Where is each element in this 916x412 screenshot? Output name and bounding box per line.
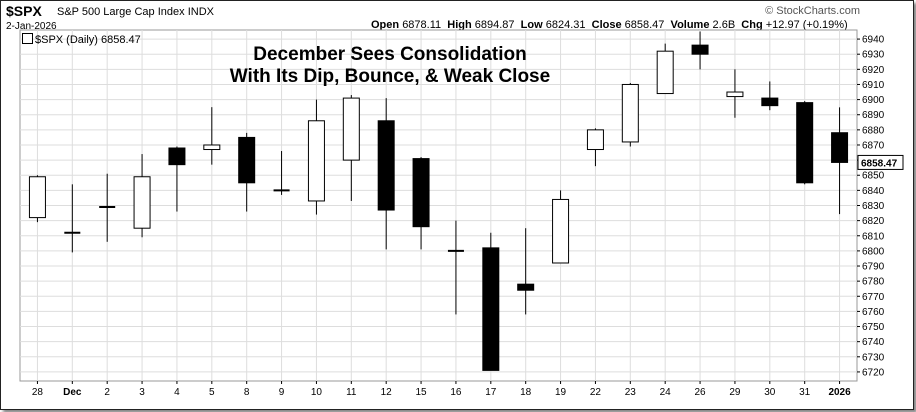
- volume-label: Volume: [670, 19, 710, 31]
- index-name: S&P 500 Large Cap Index INDX: [57, 6, 214, 18]
- y-tick-label: 6880: [862, 125, 885, 136]
- y-tick-label: 6750: [862, 322, 885, 333]
- x-tick-label: 2: [104, 387, 110, 398]
- x-tick-label: 5: [209, 387, 215, 398]
- candle-up: [307, 120, 325, 202]
- ohlc-readout: Open 6878.11 High 6894.87 Low 6824.31 Cl…: [371, 19, 848, 31]
- high-value: 6894.87: [474, 19, 515, 31]
- y-tick-label: 6940: [862, 35, 885, 46]
- x-tick-label: 30: [764, 387, 776, 398]
- x-tick-label: 16: [450, 387, 462, 398]
- candle-down: [482, 247, 500, 371]
- candle-down: [761, 97, 779, 107]
- y-tick-label: 6830: [862, 201, 885, 212]
- candle-down: [517, 283, 535, 291]
- y-tick-label: 6910: [862, 80, 885, 91]
- high-label: High: [447, 19, 472, 31]
- annotation-line-2: With Its Dip, Bounce, & Weak Close: [229, 66, 551, 87]
- y-tick-label: 6850: [862, 171, 885, 182]
- chart-legend: $SPX (Daily) 6858.47: [22, 33, 141, 46]
- x-tick-label: 15: [416, 387, 428, 398]
- brand-watermark: © StockCharts.com: [765, 5, 860, 17]
- y-tick-label: 6840: [862, 186, 885, 197]
- x-tick-label: 11: [346, 387, 357, 398]
- open-value: 6878.11: [402, 19, 442, 31]
- y-tick-label: 6900: [862, 95, 885, 106]
- y-tick-label: 6890: [862, 110, 885, 121]
- volume-value: 2.6B: [712, 19, 736, 31]
- candle-up: [342, 97, 360, 161]
- x-tick-label: 9: [279, 387, 285, 398]
- candle-up: [28, 176, 46, 219]
- low-value: 6824.31: [545, 19, 586, 31]
- y-tick-label: 6730: [862, 352, 885, 363]
- legend-swatch: [22, 33, 33, 44]
- x-tick-label: 31: [799, 387, 811, 398]
- x-tick-label: 2026: [828, 387, 851, 398]
- candle-up: [656, 50, 674, 95]
- x-tick-label: 24: [660, 387, 672, 398]
- x-tick-label: 23: [625, 387, 637, 398]
- y-tick-label: 6780: [862, 277, 885, 288]
- candle-down: [412, 158, 430, 228]
- x-tick-label: 4: [174, 387, 180, 398]
- y-tick-label: 6790: [862, 262, 885, 273]
- annotation-line-1: December Sees Consolidation: [253, 44, 527, 65]
- x-tick-label: 10: [311, 387, 323, 398]
- y-tick-label: 6930: [862, 50, 885, 61]
- open-label: Open: [371, 19, 400, 31]
- chg-label: Chg: [741, 19, 763, 31]
- y-tick-label: 6810: [862, 231, 885, 242]
- legend-label: $SPX (Daily) 6858.47: [35, 34, 141, 46]
- index-full-name: S&P 500 Large Cap Index: [57, 6, 185, 18]
- chart-annotation: December Sees Consolidation With Its Dip…: [190, 44, 590, 88]
- x-tick-label: 3: [139, 387, 145, 398]
- candle-down: [238, 136, 256, 184]
- candle-up: [552, 198, 570, 264]
- x-tick-label: 22: [590, 387, 602, 398]
- candle-down: [377, 120, 395, 211]
- axis-layer: 6720 6730 6740 6750 6760 6770 6780 6790 6800 6810…: [32, 35, 904, 398]
- x-tick-label: 19: [555, 387, 567, 398]
- last-value-label: 6858.47: [861, 158, 898, 169]
- candle-up: [133, 176, 151, 229]
- candle-layer: [28, 31, 849, 371]
- chart-date: 2-Jan-2026: [6, 21, 57, 32]
- symbol-label: $SPX: [6, 3, 42, 19]
- candle-up: [726, 91, 744, 98]
- candle-up: [586, 129, 604, 151]
- candle-down: [796, 102, 814, 184]
- y-tick-label: 6820: [862, 216, 885, 227]
- x-tick-label: 18: [520, 387, 532, 398]
- y-tick-label: 6920: [862, 65, 885, 76]
- close-label: Close: [591, 19, 622, 31]
- x-tick-label: 17: [485, 387, 497, 398]
- last-value-box: [857, 154, 904, 170]
- x-tick-label: 12: [381, 387, 393, 398]
- exchange-label: INDX: [187, 6, 214, 18]
- candle-up: [621, 83, 639, 143]
- candle-down: [831, 132, 849, 163]
- y-tick-label: 6870: [862, 140, 885, 151]
- close-value: 6858.47: [624, 19, 665, 31]
- x-tick-label: 8: [244, 387, 250, 398]
- x-tick-label: 29: [729, 387, 741, 398]
- x-tick-label: Dec: [63, 387, 82, 398]
- x-tick-label: 26: [695, 387, 707, 398]
- candle-up: [203, 144, 221, 151]
- y-tick-label: 6770: [862, 292, 885, 303]
- y-tick-label: 6760: [862, 307, 885, 318]
- y-tick-label: 6800: [862, 246, 885, 257]
- y-tick-label: 6740: [862, 337, 885, 348]
- x-tick-label: 28: [32, 387, 44, 398]
- low-label: Low: [520, 19, 543, 31]
- candle-down: [691, 44, 709, 55]
- candle-down: [168, 147, 186, 166]
- y-tick-label: 6720: [862, 367, 885, 378]
- chg-value: +12.97 (+0.19%): [765, 19, 848, 31]
